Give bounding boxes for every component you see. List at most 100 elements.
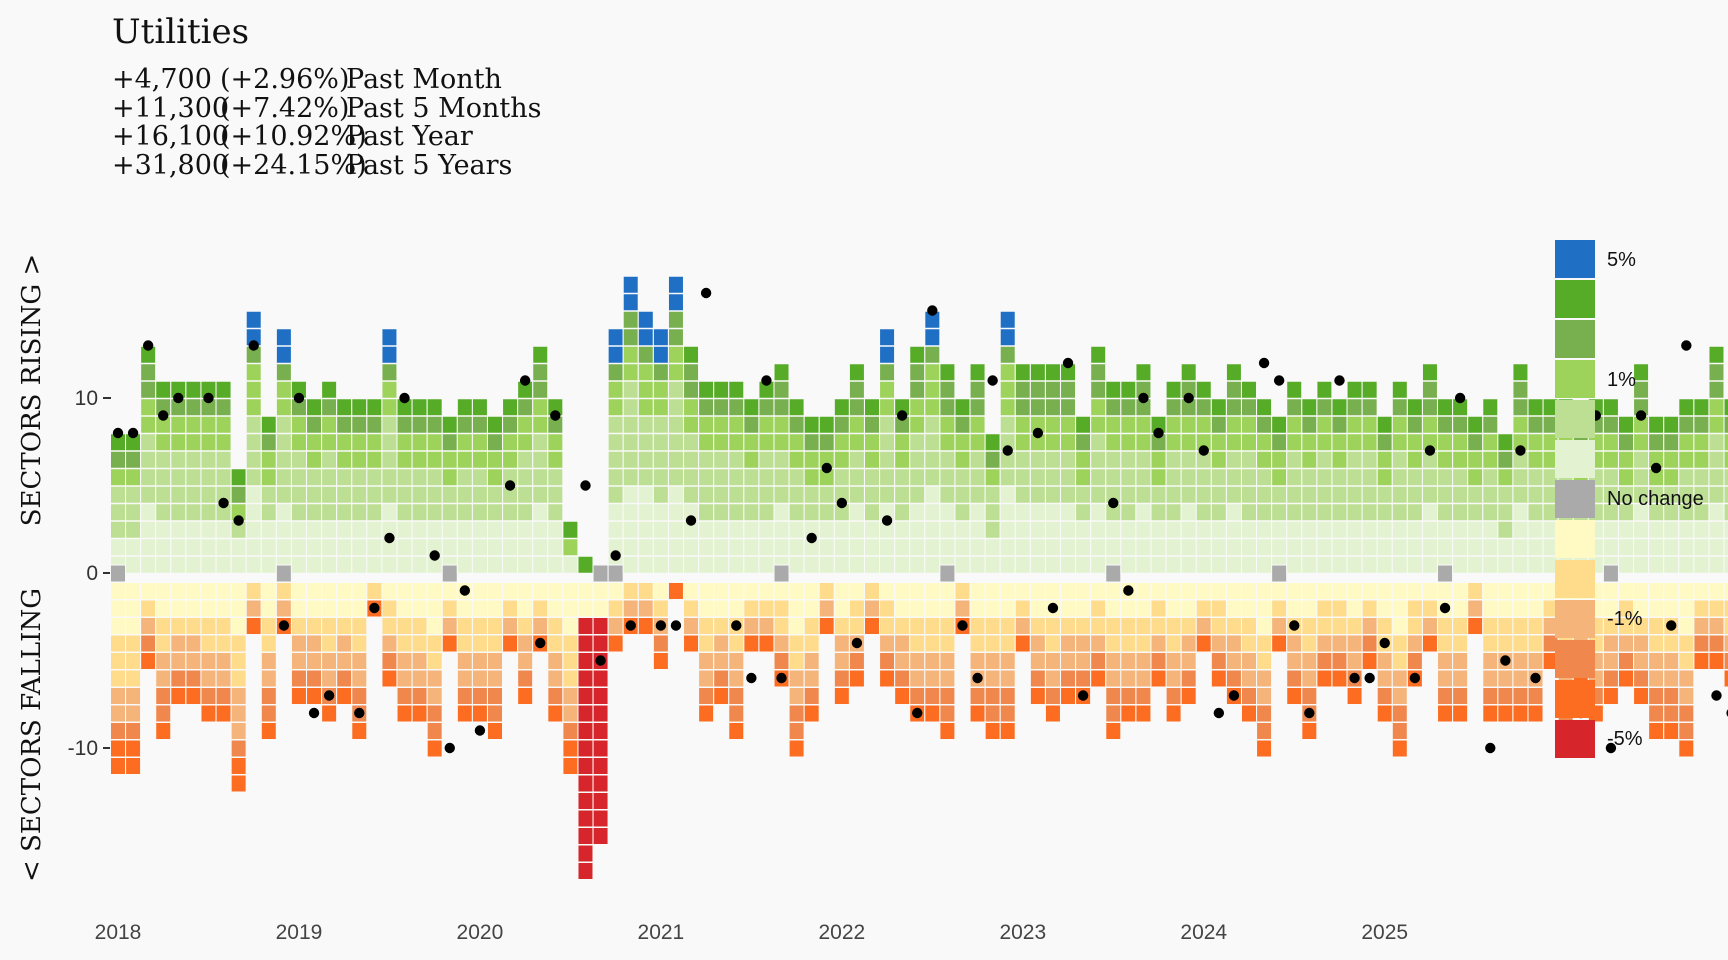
cell-falling xyxy=(1361,582,1378,600)
cell-rising xyxy=(1391,398,1408,417)
cell-falling xyxy=(1075,669,1092,688)
cell-falling xyxy=(909,634,926,653)
cell-rising xyxy=(939,433,956,452)
cell-rising xyxy=(698,538,715,557)
cell-rising xyxy=(1376,450,1393,469)
legend-label-neg1pct: -1% xyxy=(1607,608,1643,630)
cell-falling xyxy=(1090,669,1107,688)
cell-falling xyxy=(577,599,594,618)
net-dot xyxy=(444,742,455,754)
cell-falling xyxy=(818,617,835,635)
cell-rising xyxy=(1376,555,1393,574)
net-dot xyxy=(1198,445,1209,456)
cell-rising xyxy=(848,363,865,382)
cell-rising xyxy=(1195,503,1212,522)
cell-falling xyxy=(984,704,1001,723)
cell-rising xyxy=(713,503,730,522)
cell-rising xyxy=(864,398,880,417)
cell-falling xyxy=(336,599,353,618)
cell-rising xyxy=(426,503,443,522)
cell-falling xyxy=(1150,669,1167,688)
cell-rising xyxy=(1301,503,1318,522)
cell-rising xyxy=(532,520,549,539)
cell-falling xyxy=(230,617,247,635)
stat-period: Past 5 Months xyxy=(346,92,542,124)
cell-rising xyxy=(1361,380,1378,399)
cell-rising xyxy=(1527,555,1544,574)
x-tick-label: 2023 xyxy=(999,921,1046,944)
cell-rising xyxy=(351,555,368,574)
net-dot xyxy=(127,427,139,439)
cell-falling xyxy=(1286,669,1303,688)
cell-rising xyxy=(607,468,624,487)
cell-falling xyxy=(984,652,1001,670)
cell-rising xyxy=(1241,468,1257,487)
cell-rising xyxy=(939,363,956,382)
cell-rising xyxy=(1301,520,1318,539)
cell-rising xyxy=(245,468,262,487)
stat-change: +4,700 xyxy=(112,64,212,95)
cell-rising xyxy=(984,485,1001,504)
cell-rising xyxy=(275,450,292,469)
cell-falling xyxy=(200,582,217,600)
cell-rising xyxy=(758,538,775,557)
cell-falling xyxy=(1090,582,1107,600)
cell-rising xyxy=(125,555,142,574)
cell-rising xyxy=(1135,415,1152,434)
cell-falling xyxy=(999,599,1016,618)
cell-rising xyxy=(140,538,157,557)
cell-rising xyxy=(1391,380,1408,399)
cell-falling xyxy=(984,722,1001,740)
cell-falling xyxy=(1075,652,1092,670)
cell-rising xyxy=(1618,555,1634,574)
cell-rising xyxy=(1708,555,1725,574)
cell-rising xyxy=(1527,398,1544,417)
net-dot xyxy=(1454,392,1466,404)
cell-rising xyxy=(1165,503,1182,522)
cell-falling xyxy=(1421,634,1438,653)
cell-rising xyxy=(366,415,383,434)
cell-rising xyxy=(1467,538,1484,557)
cell-falling xyxy=(683,634,700,653)
cell-falling xyxy=(215,617,232,635)
cell-rising xyxy=(1271,468,1288,487)
cell-rising xyxy=(1678,520,1695,539)
cell-falling xyxy=(321,652,338,670)
cell-rising xyxy=(1602,450,1619,469)
legend-swatch xyxy=(1555,560,1595,598)
cell-falling xyxy=(1150,634,1167,653)
cell-falling xyxy=(1120,704,1137,723)
cell-falling xyxy=(1301,582,1318,600)
cell-falling xyxy=(1271,634,1288,653)
cell-falling xyxy=(1301,599,1318,618)
net-dot xyxy=(354,707,365,719)
cell-rising xyxy=(1210,503,1227,522)
cell-rising xyxy=(396,538,413,557)
cell-rising xyxy=(818,555,835,574)
cell-rising xyxy=(743,415,760,434)
cell-rising xyxy=(1437,415,1454,434)
cell-falling xyxy=(155,582,172,600)
cell-rising xyxy=(637,520,654,539)
cell-rising xyxy=(366,485,383,504)
cell-rising xyxy=(245,415,262,434)
cell-rising xyxy=(969,485,986,504)
legend-swatch xyxy=(1555,320,1595,358)
cell-rising xyxy=(622,485,639,504)
cell-rising xyxy=(1678,538,1695,557)
cell-falling xyxy=(562,652,579,670)
cell-rising xyxy=(833,398,850,417)
cell-rising xyxy=(652,503,669,522)
cell-rising xyxy=(999,520,1016,539)
cell-rising xyxy=(140,485,157,504)
cell-rising xyxy=(743,485,760,504)
cell-falling xyxy=(426,704,443,723)
cell-rising xyxy=(1663,450,1680,469)
cell-rising xyxy=(1060,415,1077,434)
cell-rising xyxy=(1014,415,1031,434)
cell-rising xyxy=(999,328,1016,347)
cell-rising xyxy=(1120,398,1137,417)
cell-falling xyxy=(1648,582,1665,600)
cell-falling xyxy=(562,722,579,740)
cell-rising xyxy=(1346,503,1363,522)
